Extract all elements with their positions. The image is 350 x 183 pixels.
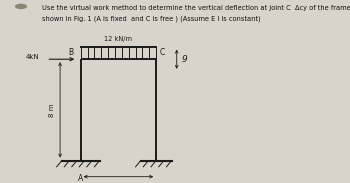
Text: 4kN: 4kN [26, 54, 40, 60]
Text: 9: 9 [182, 55, 188, 64]
Text: A: A [78, 174, 83, 183]
Text: 8 m: 8 m [49, 103, 55, 117]
Ellipse shape [15, 4, 27, 9]
Text: shown in Fig. 1 (A is fixed  and C is free ) (Assume E I is constant): shown in Fig. 1 (A is fixed and C is fre… [42, 16, 261, 22]
Text: B: B [69, 48, 74, 57]
Text: 12 kN/m: 12 kN/m [104, 36, 132, 42]
Text: Use the virtual work method to determine the vertical deflection at joint C  Δcy: Use the virtual work method to determine… [42, 5, 350, 11]
Text: C: C [160, 48, 165, 57]
